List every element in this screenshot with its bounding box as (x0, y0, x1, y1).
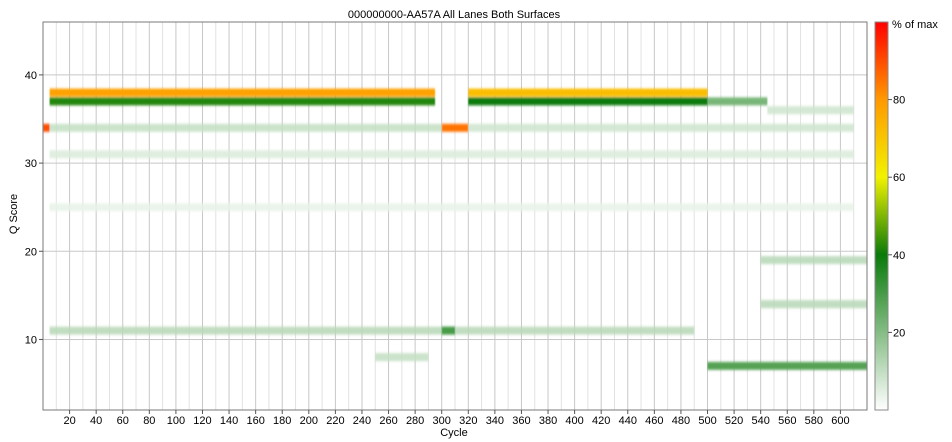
heatmap-band (49, 326, 695, 335)
x-tick-label: 320 (459, 415, 477, 427)
x-tick-label: 160 (246, 415, 264, 427)
x-tick-label: 260 (379, 415, 397, 427)
heatmap-band (49, 123, 442, 132)
x-tick-label: 560 (778, 415, 796, 427)
heatmap-band (49, 97, 436, 106)
axes: 20 40 60 80 100 120 140 160 180 200 220 240 260 280 30… (25, 21, 868, 427)
heatmap-band (49, 150, 854, 159)
x-tick-label: 180 (273, 415, 291, 427)
heatmap-band (43, 123, 50, 132)
y-tick-label: 20 (25, 246, 37, 258)
heatmap-cells (43, 88, 867, 370)
gridlines (43, 22, 867, 410)
x-tick-label: 580 (805, 415, 823, 427)
chart-title: 000000000-AA57A All Lanes Both Surfaces (348, 9, 561, 21)
y-axis-label: Q Score (8, 194, 20, 234)
x-tick-label: 300 (433, 415, 451, 427)
x-tick-label: 140 (220, 415, 238, 427)
x-tick-label: 400 (565, 415, 583, 427)
heatmap-band (468, 88, 708, 97)
plot-frame (42, 21, 868, 411)
heatmap-band (760, 300, 867, 309)
colorbar-tick-label: 40 (893, 250, 905, 262)
heatmap-band (767, 106, 854, 115)
y-tick-label: 10 (25, 334, 37, 346)
colorbar-tick-label: 60 (893, 172, 905, 184)
heatmap-band (468, 123, 854, 132)
y-tick-label: 40 (25, 70, 37, 82)
colorbar-tick-label: 20 (893, 327, 905, 339)
x-tick-label: 440 (619, 415, 637, 427)
x-tick-label: 500 (698, 415, 716, 427)
colorbar: 20 40 60 80 (874, 21, 905, 411)
x-tick-label: 540 (751, 415, 769, 427)
heatmap-band (707, 97, 768, 106)
x-tick-label: 380 (539, 415, 557, 427)
heatmap-band (375, 353, 429, 362)
heatmap-band (49, 203, 854, 212)
y-tick-label: 30 (25, 158, 37, 170)
heatmap-band (468, 97, 708, 106)
x-tick-label: 220 (326, 415, 344, 427)
x-tick-label: 340 (486, 415, 504, 427)
heatmap-band (441, 326, 455, 335)
x-tick-label: 20 (63, 415, 75, 427)
x-tick-label: 280 (406, 415, 424, 427)
x-tick-label: 80 (143, 415, 155, 427)
x-tick-label: 40 (90, 415, 102, 427)
x-tick-label: 480 (672, 415, 690, 427)
x-tick-label: 360 (512, 415, 530, 427)
colorbar-label: % of max (892, 19, 938, 31)
x-tick-label: 520 (725, 415, 743, 427)
x-tick-label: 60 (117, 415, 129, 427)
x-tick-label: 420 (592, 415, 610, 427)
heatmap-band (49, 88, 436, 97)
heatmap-band (760, 256, 867, 265)
x-tick-label: 460 (645, 415, 663, 427)
heatmap-band (441, 123, 469, 132)
x-tick-label: 200 (300, 415, 318, 427)
heatmap-band (707, 361, 867, 370)
x-tick-label: 100 (167, 415, 185, 427)
x-tick-label: 240 (353, 415, 371, 427)
colorbar-tick-label: 80 (893, 95, 905, 107)
x-tick-label: 600 (831, 415, 849, 427)
x-tick-label: 120 (193, 415, 211, 427)
x-axis-label: Cycle (440, 427, 468, 439)
colorbar-gradient (874, 21, 889, 411)
